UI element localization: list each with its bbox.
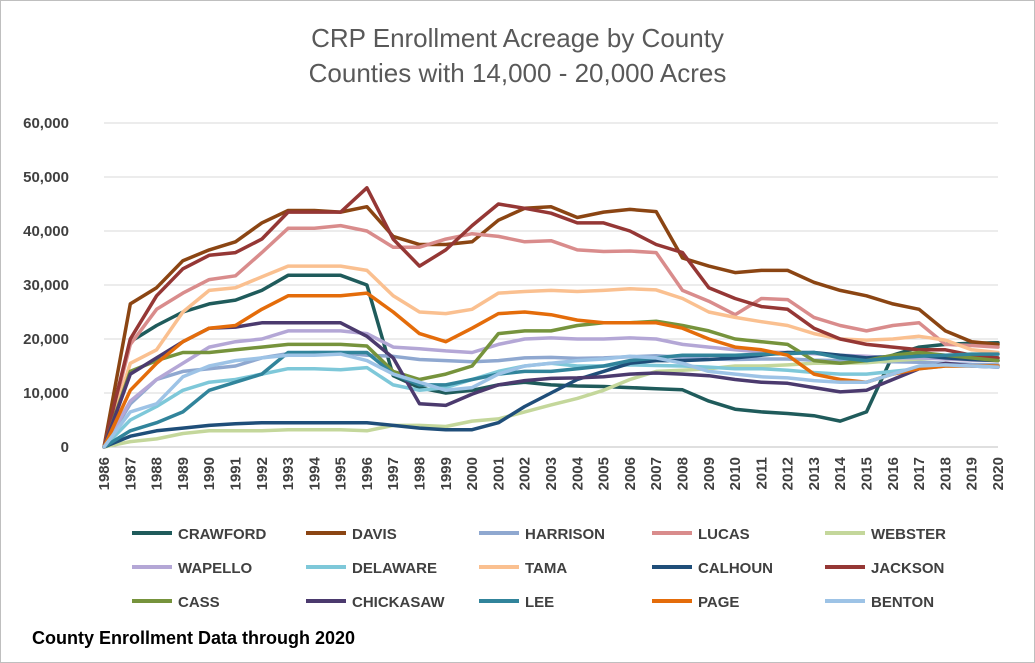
- x-tick-label: 2004: [569, 456, 586, 490]
- series-line-chickasaw: [102, 321, 1000, 449]
- x-tick-label: 2003: [543, 457, 560, 490]
- legend-label-wapello: WAPELLO: [178, 560, 252, 577]
- x-tick-label: 1986: [96, 457, 113, 490]
- x-tick-label: 1997: [385, 457, 402, 490]
- series-line-jackson: [102, 186, 1000, 449]
- x-tick-label: 2012: [780, 457, 797, 490]
- legend-label-lee: LEE: [525, 594, 554, 611]
- series-line-davis: [102, 204, 1000, 449]
- legend-label-crawford: CRAWFORD: [178, 526, 266, 543]
- series-line-lucas: [102, 223, 1000, 449]
- x-tick-label: 1994: [306, 456, 323, 490]
- series-line-benton: [102, 352, 1000, 449]
- x-tick-label: 1992: [254, 457, 271, 490]
- y-tick-label: 10,000: [23, 385, 69, 402]
- x-tick-label: 1988: [149, 457, 166, 490]
- y-axis-ticks: 0 10,000 20,000 30,000 40,000 50,000 60,000: [23, 115, 69, 456]
- series-line-lee: [102, 350, 1000, 449]
- x-tick-label: 2002: [517, 457, 534, 490]
- x-tick-label: 2013: [806, 457, 823, 490]
- x-tick-label: 1991: [227, 457, 244, 490]
- x-tick-label: 2018: [937, 457, 954, 490]
- x-axis-ticks: 1986 1987 1988 1989 1990 1991 1992 1993 1994 1995…: [96, 456, 1007, 490]
- legend-label-page: PAGE: [698, 594, 739, 611]
- x-tick-label: 1996: [359, 457, 376, 490]
- x-tick-label: 2014: [832, 456, 849, 490]
- footnote: County Enrollment Data through 2020: [32, 628, 356, 648]
- x-tick-label: 2007: [648, 457, 665, 490]
- legend-label-tama: TAMA: [525, 560, 567, 577]
- x-tick-label: 2000: [464, 457, 481, 490]
- legend-label-chickasaw: CHICKASAW: [352, 594, 445, 611]
- x-tick-label: 2015: [859, 457, 876, 490]
- x-tick-label: 2005: [596, 457, 613, 490]
- y-tick-label: 0: [61, 439, 69, 456]
- x-tick-label: 1995: [333, 457, 350, 490]
- legend: CRAWFORD DAVIS HARRISON LUCAS WEBSTER WAPELLO…: [132, 526, 946, 611]
- x-tick-label: 2019: [964, 457, 981, 490]
- y-tick-label: 60,000: [23, 115, 69, 132]
- chart-subtitle: Counties with 14,000 - 20,000 Acres: [308, 58, 727, 88]
- legend-label-benton: BENTON: [871, 594, 934, 611]
- y-tick-label: 30,000: [23, 277, 69, 294]
- legend-label-lucas: LUCAS: [698, 526, 750, 543]
- legend-label-davis: DAVIS: [352, 526, 397, 543]
- y-tick-label: 20,000: [23, 331, 69, 348]
- x-tick-label: 2008: [674, 457, 691, 490]
- x-tick-label: 1999: [438, 457, 455, 490]
- x-tick-label: 2001: [490, 457, 507, 490]
- legend-label-harrison: HARRISON: [525, 526, 605, 543]
- legend-label-cass: CASS: [178, 594, 220, 611]
- y-tick-label: 40,000: [23, 223, 69, 240]
- x-tick-label: 2011: [753, 457, 770, 490]
- y-tick-label: 50,000: [23, 169, 69, 186]
- chart-title: CRP Enrollment Acreage by County: [311, 23, 724, 53]
- x-tick-label: 2006: [622, 457, 639, 490]
- x-tick-label: 2009: [701, 457, 718, 490]
- x-tick-label: 2016: [885, 457, 902, 490]
- x-tick-label: 1989: [175, 457, 192, 490]
- legend-label-jackson: JACKSON: [871, 560, 944, 577]
- x-tick-label: 1993: [280, 457, 297, 490]
- legend-label-webster: WEBSTER: [871, 526, 946, 543]
- series-lines: [102, 186, 1000, 449]
- x-tick-label: 1987: [122, 457, 139, 490]
- series-line-cass: [102, 319, 1000, 449]
- legend-label-delaware: DELAWARE: [352, 560, 437, 577]
- legend-label-calhoun: CALHOUN: [698, 560, 773, 577]
- series-line-crawford: [102, 273, 1000, 449]
- series-line-page: [102, 291, 1000, 449]
- x-tick-label: 1998: [412, 457, 429, 490]
- x-tick-label: 1990: [201, 457, 218, 490]
- series-line-calhoun: [102, 350, 1000, 449]
- x-tick-label: 2017: [911, 457, 928, 490]
- x-tick-label: 2020: [990, 457, 1007, 490]
- x-tick-label: 2010: [727, 457, 744, 490]
- series-line-harrison: [102, 350, 1000, 449]
